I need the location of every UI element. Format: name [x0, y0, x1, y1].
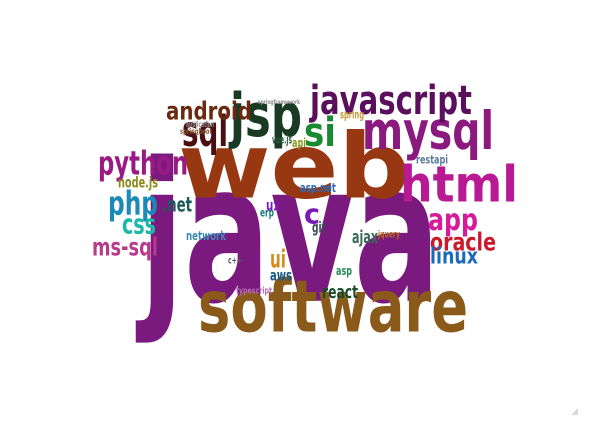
- word-dot-net: .net: [162, 192, 192, 217]
- word-network: network: [186, 229, 227, 244]
- word-javascript: javascript: [310, 75, 472, 124]
- word-ui: ui: [270, 243, 287, 274]
- word-restapi: restapi: [416, 154, 449, 168]
- word-node-js: node.js: [118, 173, 159, 191]
- word-java: java: [140, 120, 441, 347]
- word-mysql: mysql: [362, 99, 495, 161]
- word-typescript: typescript: [236, 285, 273, 296]
- word-ms-sql: ms-sql: [92, 231, 158, 262]
- word-linux: linux: [430, 243, 479, 271]
- word-jsp: jsp: [230, 81, 303, 152]
- word-git: git: [312, 218, 327, 236]
- word-asp: asp: [336, 264, 353, 279]
- word-ajax: ajax: [352, 227, 379, 248]
- word-php: php: [108, 185, 158, 223]
- word-jquery: jquery: [378, 229, 400, 241]
- word-android: android: [166, 95, 252, 126]
- word-si: si: [304, 107, 336, 156]
- word-springframework: springframework: [258, 98, 301, 107]
- word-html: html: [400, 156, 519, 214]
- word-springboot: springboot: [180, 127, 212, 137]
- word-python: python: [98, 145, 189, 183]
- word-c-plus-plus: c++: [228, 255, 242, 267]
- word-api: api: [292, 136, 307, 151]
- word-sql: sql: [182, 107, 228, 158]
- word-css: css: [122, 209, 157, 241]
- word-asp-net: asp.net: [300, 181, 336, 196]
- word-spring: spring: [340, 109, 365, 123]
- word-software: software: [198, 264, 469, 350]
- word-aws: aws: [270, 266, 293, 284]
- word-application: application: [186, 120, 215, 130]
- word-web: web: [178, 113, 410, 219]
- word-erp: erp: [260, 207, 275, 221]
- word-ux: ux: [266, 196, 281, 214]
- word-app: app: [428, 202, 479, 238]
- resize-grip-icon: ◢: [571, 407, 578, 417]
- word-oracle: oracle: [430, 226, 496, 257]
- word-react: react: [322, 282, 359, 303]
- word-vue-js: vue.js: [272, 134, 292, 148]
- word-c: c: [304, 199, 321, 231]
